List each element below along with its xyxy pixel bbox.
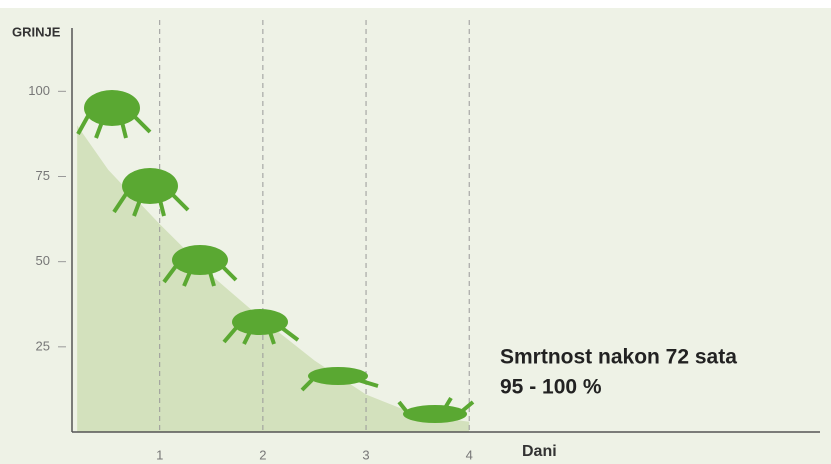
area: [77, 125, 470, 432]
y-axis-label: GRINJE: [12, 24, 61, 39]
y-tick-label: 100: [28, 83, 50, 98]
y-tick-label: 25: [36, 338, 50, 353]
annotation: Smrtnost nakon 72 sata: [500, 346, 737, 369]
y-tick-label: 75: [36, 168, 50, 183]
annotation: 95 - 100 %: [500, 376, 602, 399]
grid-layer: [159, 20, 470, 432]
mite-icon: [76, 90, 152, 139]
mite-icon: [300, 367, 379, 392]
y-tick-label: 50: [36, 253, 50, 268]
area-layer: [77, 125, 470, 432]
mites: [76, 90, 475, 423]
mite-icon: [162, 245, 238, 287]
x-axis-label: Dani: [522, 443, 557, 460]
x-tick-label: 2: [259, 447, 266, 462]
x-tick-label: 1: [156, 447, 163, 462]
mite-icon: [222, 309, 300, 345]
x-tick-label: 3: [362, 447, 369, 462]
mite-icon: [112, 168, 190, 217]
x-tick-label: 4: [466, 447, 473, 462]
mite-icon: [397, 396, 475, 423]
